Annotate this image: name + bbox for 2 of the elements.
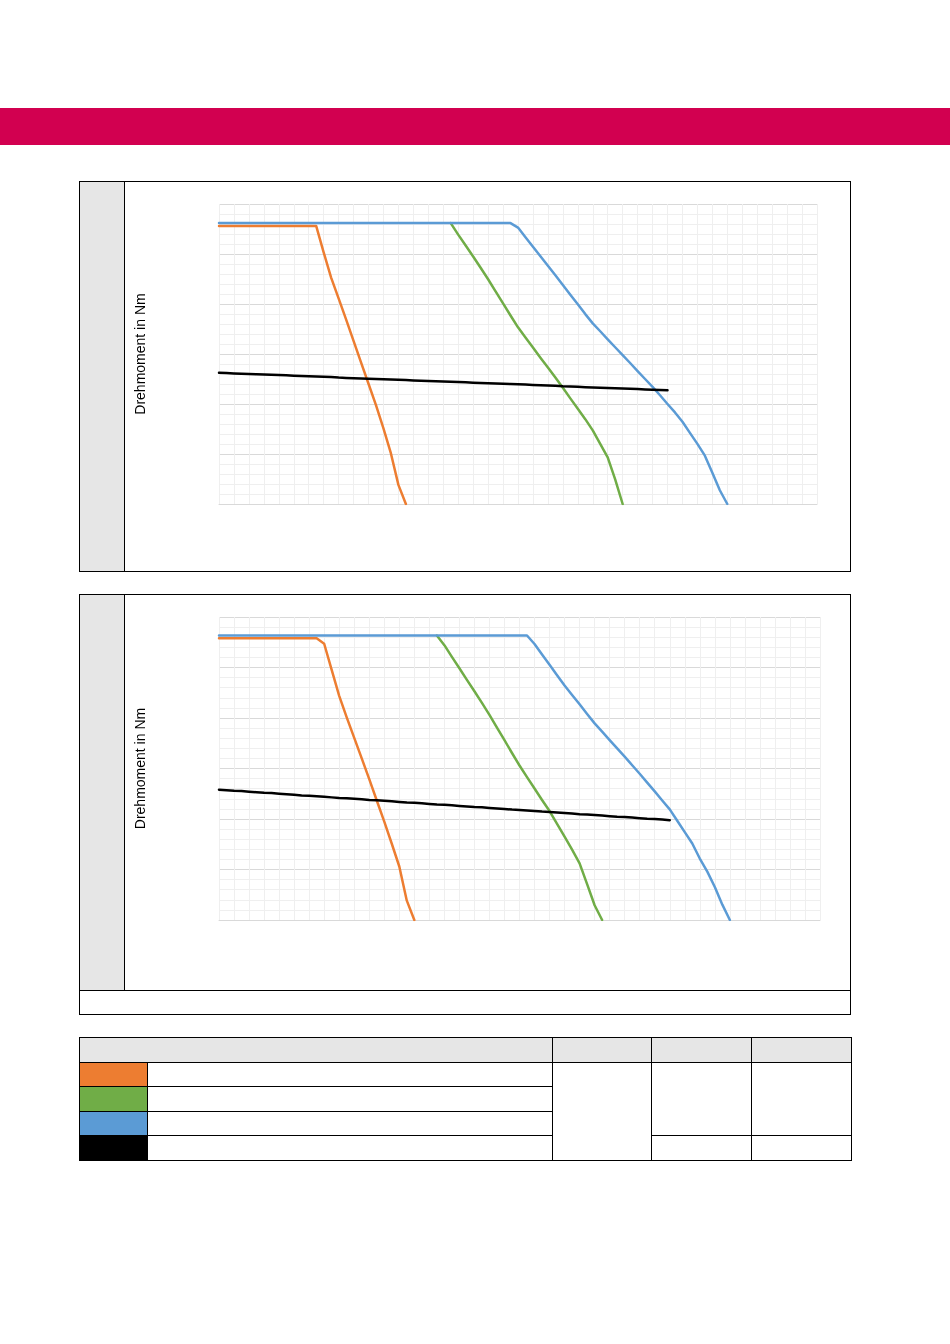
y-axis-title: Drehmoment in Nm bbox=[132, 707, 148, 830]
y-axis-title: Drehmoment in Nm bbox=[132, 293, 148, 415]
